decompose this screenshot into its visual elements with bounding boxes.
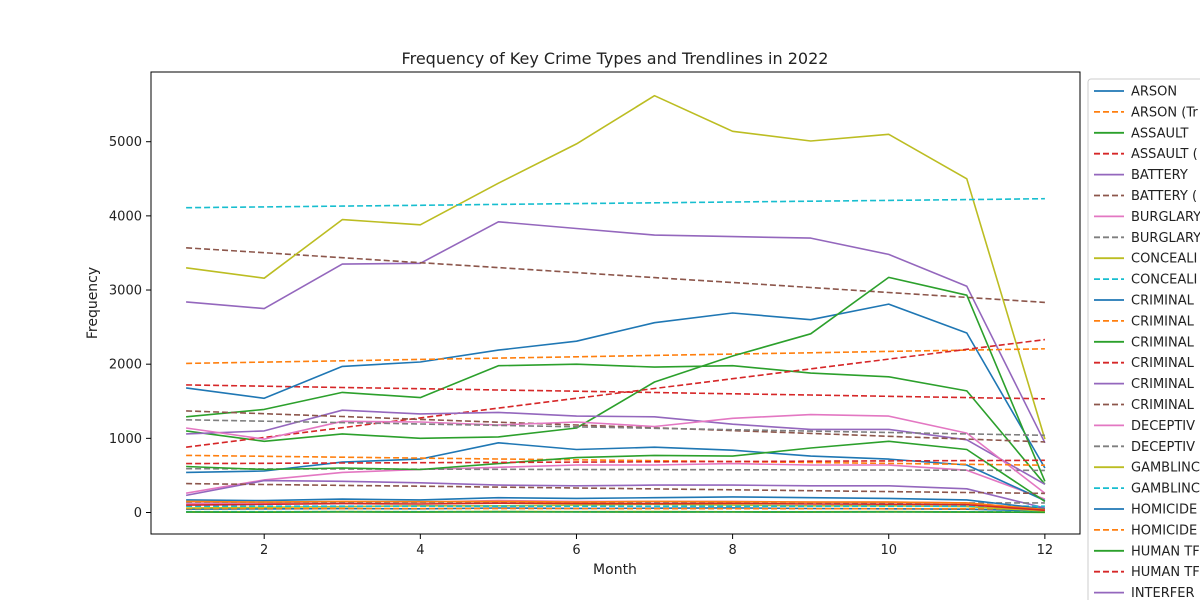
chart-title: Frequency of Key Crime Types and Trendli… bbox=[402, 49, 829, 68]
series-line-battery-trendline bbox=[186, 247, 1045, 304]
series-line-homicide-trendline bbox=[186, 454, 1045, 466]
series-line-concealed-carry-license-violation-trendline bbox=[186, 197, 1045, 209]
legend: ARSON ARSON (Tr ASSAULT ASSAULT ( BATTERY BAT… bbox=[1087, 78, 1200, 600]
legend-label: ASSAULT ( bbox=[1131, 147, 1198, 162]
legend-label: CONCEALI bbox=[1131, 273, 1197, 288]
legend-label: HOMICIDE bbox=[1131, 523, 1197, 538]
legend-label: BATTERY bbox=[1131, 168, 1188, 183]
y-axis-label: Frequency bbox=[85, 267, 101, 339]
x-tick-label: 6 bbox=[572, 543, 580, 558]
legend-label: ASSAULT bbox=[1131, 126, 1188, 141]
series-line-interference-with-public-officer-trendline bbox=[186, 482, 1045, 495]
series-line-interference-with-public-officer bbox=[185, 479, 1046, 509]
y-tick-label: 1000 bbox=[109, 432, 142, 447]
y-tick-label: 2000 bbox=[109, 358, 142, 373]
y-tick-label: 5000 bbox=[109, 135, 142, 150]
legend-label: ARSON (Tr bbox=[1131, 105, 1198, 120]
legend-label: ARSON bbox=[1131, 85, 1177, 100]
series-line-deceptive-practice bbox=[185, 413, 1046, 494]
legend-label: HUMAN TF bbox=[1131, 565, 1200, 580]
x-tick-label: 12 bbox=[1037, 543, 1054, 558]
legend-label: GAMBLINC bbox=[1131, 482, 1200, 497]
series-line-assault-trendline bbox=[186, 384, 1045, 400]
x-tick-label: 4 bbox=[416, 543, 424, 558]
series-line-deceptive-practice-trendline bbox=[186, 419, 1045, 437]
y-tick-label: 0 bbox=[134, 506, 142, 521]
series-line-motor-vehicle-theft bbox=[186, 496, 1045, 510]
legend-label: BURGLARY bbox=[1131, 210, 1200, 225]
legend-frame bbox=[1087, 78, 1200, 600]
y-tick-label: 4000 bbox=[109, 209, 142, 224]
legend-label: CRIMINAL bbox=[1131, 314, 1195, 329]
series-line-criminal-damage-trendline bbox=[186, 348, 1045, 365]
legend-label: DECEPTIV bbox=[1131, 419, 1195, 434]
series-line-assault bbox=[186, 363, 1046, 485]
legend-label: CONCEALI bbox=[1131, 252, 1197, 267]
series-line-concealed-carry-license-violation bbox=[185, 94, 1046, 440]
series-line-burglary bbox=[185, 462, 1046, 500]
x-tick-label: 2 bbox=[260, 543, 268, 558]
series-line-criminal-sexual-assault bbox=[185, 276, 1046, 482]
series-line-battery bbox=[186, 221, 1046, 444]
x-axis-label: Month bbox=[593, 562, 637, 578]
legend-label: CRIMINAL bbox=[1131, 377, 1195, 392]
plot-frame bbox=[150, 71, 1081, 535]
series-line-criminal-trespass bbox=[186, 409, 1046, 485]
legend-label: DECEPTIV bbox=[1131, 440, 1195, 455]
legend-label: BURGLARY bbox=[1131, 231, 1200, 246]
x-tick-label: 10 bbox=[880, 543, 897, 558]
legend-label: HUMAN TF bbox=[1131, 544, 1200, 559]
series-line-criminal-sexual-assault-trendline bbox=[186, 338, 1045, 448]
x-tick-label: 8 bbox=[728, 543, 736, 558]
series-line-burglary-trendline bbox=[186, 467, 1045, 472]
series-line-offense-involving-children bbox=[186, 502, 1045, 512]
series-line-human-trafficking-trendline bbox=[186, 459, 1045, 465]
legend-label: HOMICIDE bbox=[1131, 503, 1197, 518]
series-line-human-trafficking bbox=[186, 440, 1046, 503]
legend-label: CRIMINAL bbox=[1131, 356, 1195, 371]
legend-label: BATTERY ( bbox=[1131, 189, 1197, 204]
series-line-narcotics bbox=[186, 500, 1045, 511]
legend-label: CRIMINAL bbox=[1131, 294, 1195, 309]
legend-label: CRIMINAL bbox=[1131, 335, 1195, 350]
series-line-criminal-damage bbox=[185, 303, 1046, 469]
legend-label: CRIMINAL bbox=[1131, 398, 1195, 413]
y-tick-label: 3000 bbox=[109, 284, 142, 299]
legend-label: GAMBLINC bbox=[1131, 461, 1200, 476]
series-line-criminal-trespass-trendline bbox=[186, 410, 1045, 443]
legend-label: INTERFER bbox=[1131, 586, 1194, 600]
